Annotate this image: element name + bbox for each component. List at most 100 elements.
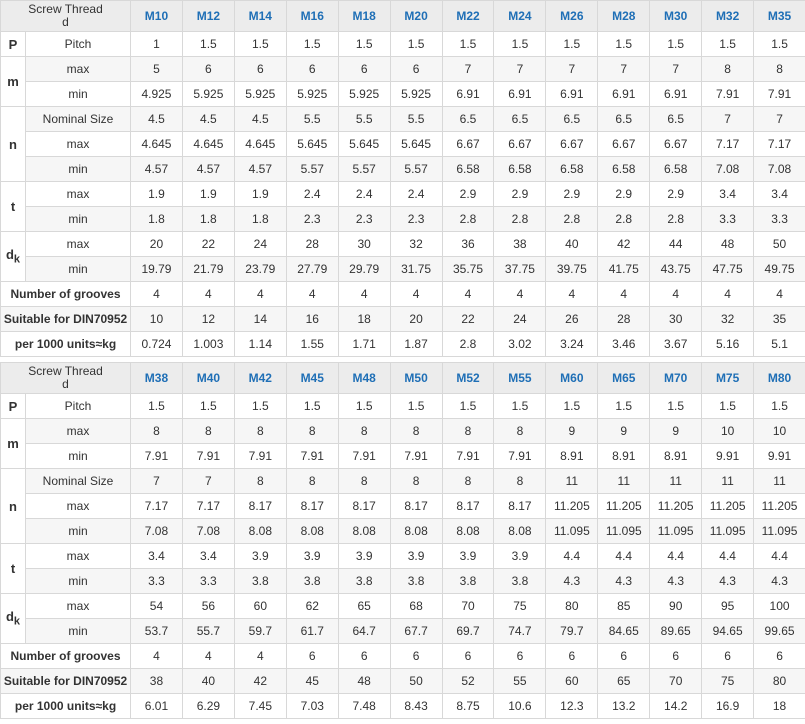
value-cell: 8.75: [441, 693, 495, 719]
group-symbol: m: [0, 418, 26, 469]
value-cell: 8: [701, 56, 755, 82]
value-cell: 6.67: [493, 131, 547, 157]
row-label: Suitable for DIN70952: [0, 668, 132, 694]
value-cell: 48: [701, 231, 755, 257]
value-cell: 7.17: [181, 493, 235, 519]
value-cell: 1.8: [233, 206, 287, 232]
symbol-sub: k: [13, 253, 21, 266]
value-cell: 10: [701, 418, 755, 444]
value-cell: 16.9: [701, 693, 755, 719]
row-label: per 1000 units≈kg: [0, 331, 132, 357]
value-cell: 28: [285, 231, 339, 257]
value-cell: 3.4: [753, 181, 805, 207]
value-cell: 6: [181, 56, 235, 82]
value-cell: 8.17: [493, 493, 547, 519]
header-row: Screw Thread d M38 M40 M42 M45 M48 M50 M52 M55 M60…: [0, 362, 805, 394]
value-cell: 4.4: [649, 543, 703, 569]
value-cell: 38: [130, 668, 183, 694]
value-cell: 42: [597, 231, 651, 257]
value-cell: 4: [701, 281, 755, 307]
size-header: M24: [493, 0, 547, 32]
symbol: t: [10, 561, 16, 576]
value-cell: 4.57: [130, 156, 183, 182]
symbol: d: [5, 609, 14, 625]
value-cell: 11: [649, 468, 703, 494]
value-cell: 7.17: [753, 131, 805, 157]
value-cell: 6.91: [493, 81, 547, 107]
value-cell: 4: [130, 281, 183, 307]
data-row: min 19.79 21.79 23.79 27.79 29.79 31.75 35.75 37…: [1, 256, 805, 282]
size-header: M38: [130, 362, 183, 394]
value-cell: 6.91: [649, 81, 703, 107]
value-cell: 1.5: [285, 393, 339, 419]
size-header: M28: [597, 0, 651, 32]
value-cell: 95: [701, 593, 755, 619]
value-cell: 8.08: [233, 518, 287, 544]
value-cell: 11.095: [649, 518, 703, 544]
value-cell: 2.8: [545, 206, 599, 232]
value-cell: 40: [181, 668, 235, 694]
value-cell: 70: [649, 668, 703, 694]
value-cell: 4.645: [233, 131, 287, 157]
value-cell: 18: [753, 693, 805, 719]
value-cell: 4.5: [130, 106, 183, 132]
value-cell: 4.645: [181, 131, 235, 157]
size-header: M18: [337, 0, 391, 32]
value-cell: 2.9: [597, 181, 651, 207]
value-cell: 12: [181, 306, 235, 332]
value-cell: 11.095: [597, 518, 651, 544]
value-cell: 64.7: [337, 618, 391, 644]
value-cell: 1: [130, 31, 183, 57]
value-cell: 4: [649, 281, 703, 307]
value-cell: 6.91: [597, 81, 651, 107]
value-cell: 1.5: [285, 31, 339, 57]
value-cell: 6: [545, 643, 599, 669]
value-cell: 31.75: [389, 256, 443, 282]
value-cell: 1.8: [130, 206, 183, 232]
value-cell: 1.8: [181, 206, 235, 232]
value-cell: 75: [701, 668, 755, 694]
size-header: M30: [649, 0, 703, 32]
value-cell: 1.5: [753, 31, 805, 57]
symbol: n: [9, 498, 17, 514]
value-cell: 8.91: [597, 443, 651, 469]
data-row: min 1.8 1.8 1.8 2.3 2.3 2.3 2.8 2.8 2.8 2.8 2.8 3.3 3…: [1, 206, 805, 232]
value-cell: 8.91: [649, 443, 703, 469]
value-cell: 7.03: [285, 693, 339, 719]
value-cell: 68: [389, 593, 443, 619]
value-cell: 7.91: [493, 443, 547, 469]
value-cell: 7.91: [337, 443, 391, 469]
header-title: Screw Thread: [28, 364, 103, 378]
value-cell: 2.9: [493, 181, 547, 207]
value-cell: 79.7: [545, 618, 599, 644]
value-cell: 14.2: [649, 693, 703, 719]
value-cell: 13.2: [597, 693, 651, 719]
value-cell: 8: [233, 468, 287, 494]
data-row: Number of grooves 4 4 4 4 4 4 4 4 4 4 4 4 4: [0, 281, 805, 307]
value-cell: 35: [753, 306, 805, 332]
data-row: min 4.57 4.57 4.57 5.57 5.57 5.57 6.58 6.58 6.58 6…: [1, 156, 805, 182]
value-cell: 5.5: [337, 106, 391, 132]
data-row: min 7.08 7.08 8.08 8.08 8.08 8.08 8.08 8.08 11.09…: [1, 518, 805, 544]
value-cell: 7.45: [233, 693, 287, 719]
value-cell: 2.3: [337, 206, 391, 232]
value-cell: 7: [493, 56, 547, 82]
value-cell: 8.43: [389, 693, 443, 719]
data-row: max 4.645 4.645 4.645 5.645 5.645 5.645 6.67 6.6…: [1, 131, 805, 157]
value-cell: 3.3: [130, 568, 183, 594]
spec-table: Screw Thread d M38 M40 M42 M45 M48 M50 M52 M55 M60…: [0, 362, 805, 719]
symbol: P: [8, 36, 18, 52]
value-cell: 4: [389, 281, 443, 307]
header-title: Screw Thread: [28, 2, 103, 16]
value-cell: 2.8: [649, 206, 703, 232]
value-cell: 8: [753, 56, 805, 82]
value-cell: 6: [389, 643, 443, 669]
data-row: min 7.91 7.91 7.91 7.91 7.91 7.91 7.91 7.91 8.91 8…: [1, 443, 805, 469]
value-cell: 8: [233, 418, 287, 444]
value-cell: 20: [389, 306, 443, 332]
value-cell: 11.205: [597, 493, 651, 519]
group-symbol: P: [0, 31, 26, 57]
value-cell: 4: [545, 281, 599, 307]
value-cell: 4.4: [597, 543, 651, 569]
